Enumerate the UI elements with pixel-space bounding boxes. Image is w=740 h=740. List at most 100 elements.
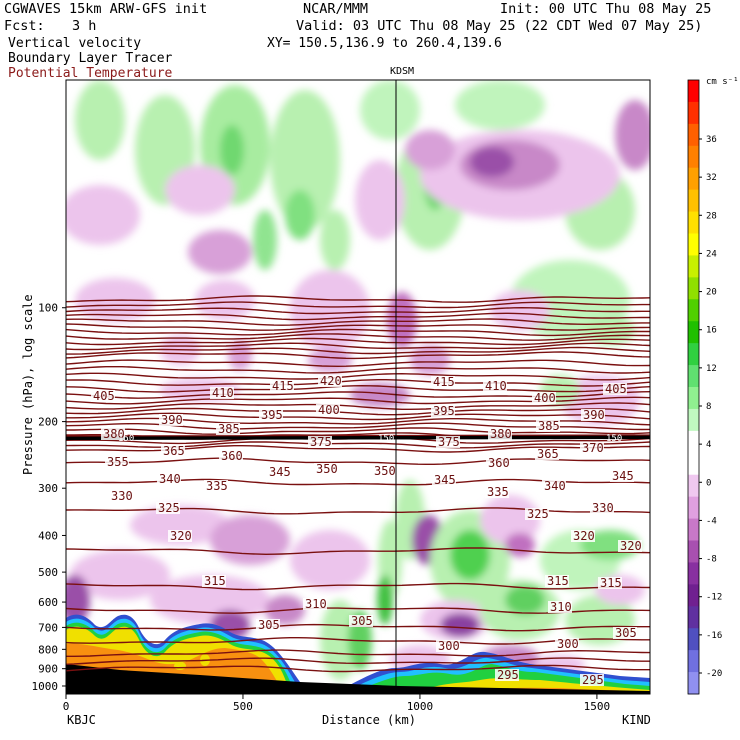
init-time: Init: 00 UTC Thu 08 May 25	[500, 1, 712, 17]
colorbar-label: 36	[706, 135, 717, 145]
isentrope-label: 300	[438, 639, 460, 653]
isentrope-label: 345	[434, 473, 456, 487]
tropopause-label-3: 150	[606, 434, 622, 444]
colorbar-swatch	[688, 452, 699, 476]
isentrope	[66, 342, 650, 351]
isentrope	[66, 379, 650, 387]
y-tick-label: 200	[38, 416, 58, 429]
y-tick-label: 700	[38, 621, 58, 634]
isentrope-label: 410	[485, 379, 507, 393]
y-tick-label: 500	[38, 566, 58, 579]
y-tick-label: 900	[38, 663, 58, 676]
field-boundary-layer-tracer: Boundary Layer Tracer	[8, 51, 173, 66]
isentrope-label: 305	[615, 626, 637, 640]
colorbar: 36 32 28 24 20 16 12 8 4 0 -4 -8 -12 -16 -20	[687, 79, 722, 695]
isentrope-label: 360	[488, 456, 510, 470]
isentrope	[66, 351, 650, 360]
valid-time: Valid: 03 UTC Thu 08 May 25 (22 CDT Wed …	[296, 18, 703, 34]
y-tick-label: 300	[38, 482, 58, 495]
isentrope-label: 320	[620, 539, 642, 553]
isentrope	[66, 346, 650, 355]
isentrope-label: 390	[161, 413, 183, 427]
colorbar-swatch	[688, 80, 699, 103]
tropopause-line	[66, 435, 650, 440]
isentrope-label: 380	[103, 427, 125, 441]
isentrope-label: 350	[374, 464, 396, 478]
isentrope-label: 385	[538, 419, 560, 433]
isentrope-label: 305	[351, 614, 373, 628]
isentrope-label: 415	[272, 379, 294, 393]
station-mid-label: KDSM	[390, 66, 414, 77]
isentrope-label: 305	[258, 618, 280, 632]
isentrope-label: 360	[221, 449, 243, 463]
plot-frame	[65, 79, 651, 695]
colorbar-swatch	[688, 189, 699, 213]
isentrope	[66, 407, 650, 416]
forecast-label: Fcst:	[4, 18, 45, 34]
field-vertical-velocity: Vertical velocity	[8, 36, 142, 51]
isentrope	[66, 337, 650, 346]
cross-section-xy: XY= 150.5,136.9 to 260.4,139.6	[267, 36, 502, 51]
isentrope	[66, 372, 650, 381]
isentrope-label: 335	[206, 479, 228, 493]
y-tick-label: 100	[38, 302, 58, 315]
isentrope-label: 410	[212, 386, 234, 400]
isentrope-label: 310	[550, 600, 572, 614]
colorbar-swatch	[688, 628, 699, 651]
colorbar-label: 4	[706, 440, 711, 450]
colorbar-swatch	[688, 496, 699, 520]
isentrope-label: 345	[269, 465, 291, 479]
colorbar-label: -20	[706, 669, 722, 679]
colorbar-swatch	[688, 233, 699, 256]
isentrope	[66, 328, 650, 337]
isentrope-label: 295	[582, 673, 604, 687]
isentrope-label: 295	[497, 668, 519, 682]
forecast-hours: 3 h	[72, 18, 97, 34]
isentrope	[66, 384, 650, 393]
colorbar-swatch	[688, 255, 699, 278]
isentrope	[66, 402, 650, 410]
isentrope	[66, 582, 650, 591]
colorbar-label: 24	[706, 249, 717, 259]
colorbar-label: 32	[706, 173, 717, 183]
org-label: NCAR/MMM	[303, 1, 369, 17]
isentrope-label: 390	[583, 408, 605, 422]
isentrope-labels: 405 405 410 410 415 415 420 400 400 395 395 390 390 3…	[91, 374, 642, 687]
isentrope-label: 340	[159, 472, 181, 486]
y-tick-label: 600	[38, 596, 58, 609]
colorbar-swatch	[688, 167, 699, 191]
terrain	[66, 664, 650, 694]
isentrope	[66, 333, 650, 341]
tropopause-label-1: 150	[118, 434, 134, 444]
isentrope-label: 325	[158, 501, 180, 515]
isentrope-label: 320	[170, 529, 192, 543]
colorbar-swatch	[688, 540, 699, 563]
colorbar-swatch	[688, 365, 699, 388]
isentrope-label: 320	[573, 529, 595, 543]
tropopause-label-2: 150	[378, 434, 394, 444]
x-axis: 0 500 1000 1500	[63, 694, 610, 713]
isentrope-label: 380	[490, 427, 512, 441]
colorbar-label: -4	[706, 516, 717, 526]
colorbar-label: 12	[706, 364, 717, 374]
colorbar-swatch	[688, 277, 699, 300]
isentrope	[66, 301, 650, 309]
colorbar-label: -12	[706, 593, 722, 603]
field-potential-temperature: Potential Temperature	[8, 66, 173, 81]
y-tick-label: 400	[38, 529, 58, 542]
isentrope	[66, 306, 650, 315]
isentrope	[66, 359, 650, 368]
isentrope-label: 310	[305, 597, 327, 611]
isentrope	[66, 312, 650, 321]
plot-area: 405 405 410 410 415 415 420 400 400 395 395 390 390 3…	[66, 80, 650, 694]
isentrope-label: 355	[107, 455, 129, 469]
colorbar-swatch	[688, 387, 699, 410]
colorbar-swatch	[688, 518, 699, 541]
x-tick-label: 1000	[407, 700, 434, 713]
colorbar-label: 20	[706, 288, 717, 298]
colorbar-swatch	[688, 408, 699, 432]
station-left-label: KBJC	[67, 713, 96, 727]
y-axis-label: Pressure (hPa), log scale	[21, 294, 35, 475]
isentrope-label: 385	[218, 422, 240, 436]
